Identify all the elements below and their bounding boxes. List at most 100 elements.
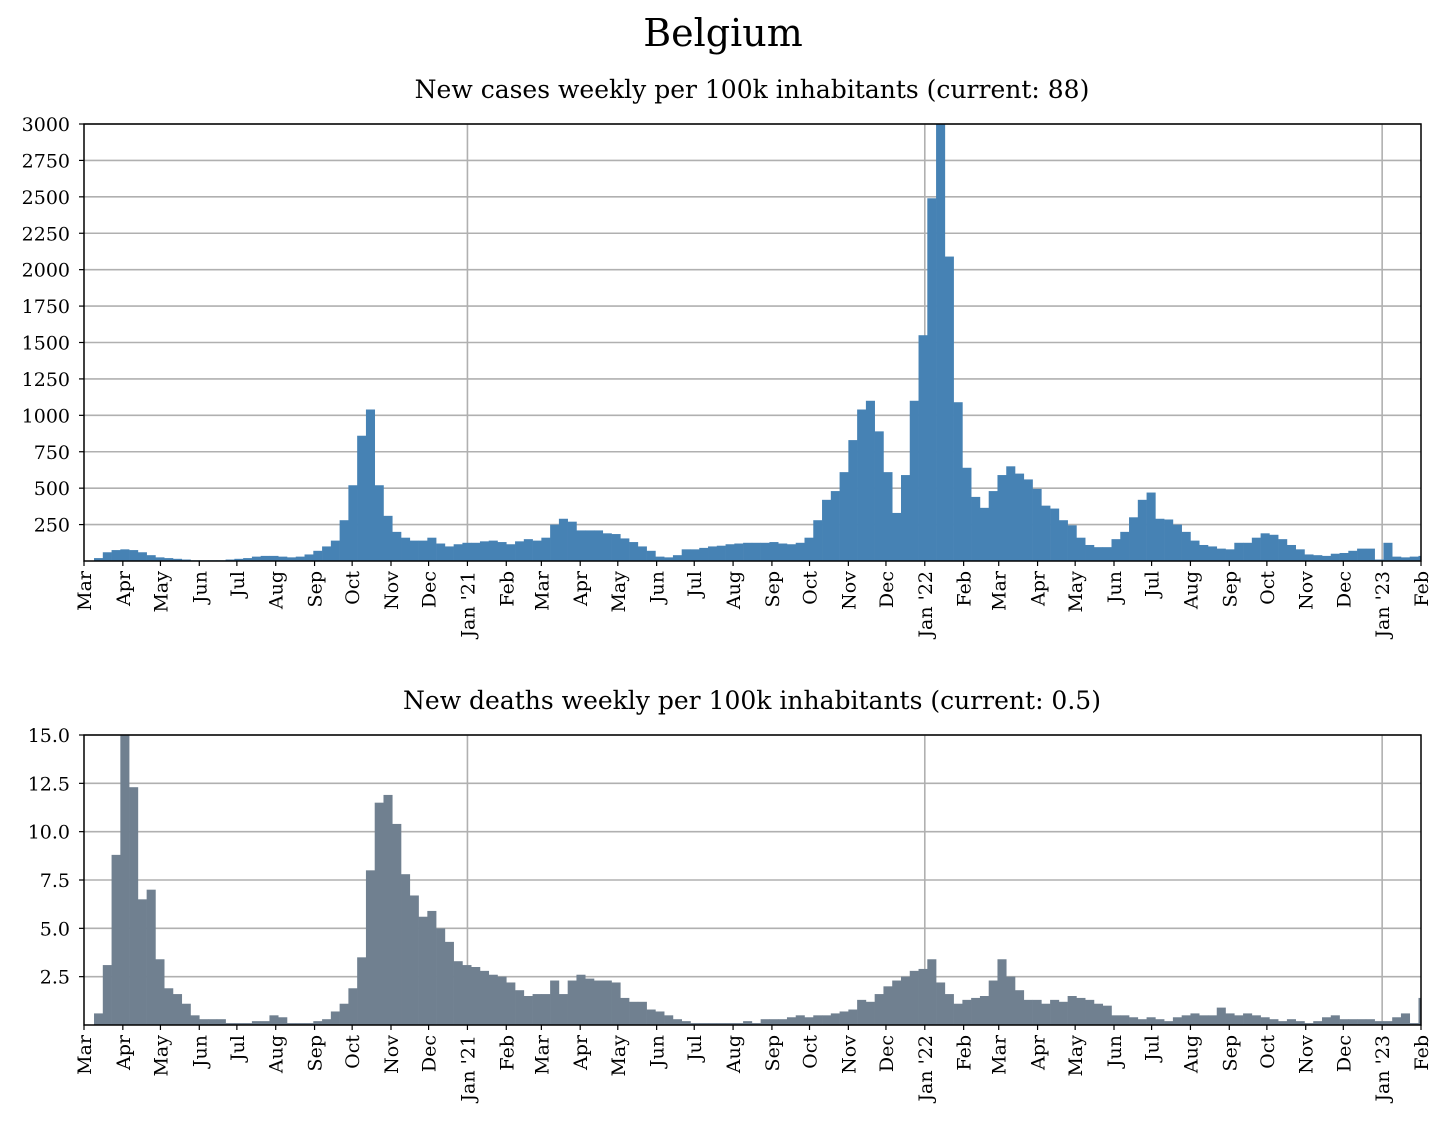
deaths-bar <box>629 1001 639 1025</box>
deaths-bar <box>927 959 937 1025</box>
deaths-bar <box>1032 999 1042 1025</box>
cases-bar <box>962 467 972 561</box>
deaths-x-tick-label: Oct <box>342 1035 364 1069</box>
cases-x-tick-label: Dec <box>419 571 441 608</box>
cases-bar <box>243 558 253 561</box>
deaths-bar <box>567 980 577 1025</box>
cases-bar <box>462 542 472 561</box>
deaths-bar <box>199 1019 209 1025</box>
deaths-bar <box>1137 1019 1147 1025</box>
cases-bar <box>1023 479 1033 561</box>
deaths-bar <box>523 996 533 1025</box>
cases-bar <box>541 537 551 561</box>
cases-y-tick-label: 2000 <box>22 260 70 282</box>
deaths-bar <box>716 1023 726 1025</box>
deaths-bar <box>1374 1021 1384 1025</box>
deaths-bar <box>646 1009 656 1025</box>
cases-x-tick-label: Jul <box>684 571 706 599</box>
cases-bar <box>418 540 428 561</box>
deaths-bar <box>418 916 428 1025</box>
deaths-bar <box>637 1001 647 1025</box>
cases-bar <box>1207 546 1218 561</box>
cases-bar <box>436 543 446 561</box>
cases-bar <box>760 542 770 561</box>
deaths-x-tick-label: May <box>608 1035 630 1077</box>
cases-x-tick-label: Oct <box>800 571 822 605</box>
cases-bar <box>883 472 893 561</box>
cases-bar <box>260 555 270 561</box>
deaths-bar <box>225 1023 235 1025</box>
deaths-bar <box>120 735 130 1025</box>
deaths-x-tick-label: Nov <box>838 1035 860 1074</box>
cases-x-tick-label: Apr <box>570 570 592 607</box>
cases-x-tick-label: Mar <box>989 570 1011 611</box>
cases-bar <box>365 409 376 561</box>
deaths-bar <box>462 965 472 1025</box>
deaths-x-tick-label: Apr <box>113 1034 135 1071</box>
cases-bar <box>1164 519 1174 561</box>
deaths-bar <box>348 988 358 1025</box>
deaths-bar <box>822 1015 832 1025</box>
cases-bar <box>357 435 367 561</box>
cases-bar <box>593 530 604 561</box>
cases-bar <box>269 555 279 561</box>
deaths-bar <box>918 968 928 1025</box>
cases-bar <box>918 335 928 561</box>
cases-chart-title: New cases weekly per 100k inhabitants (c… <box>415 75 1090 104</box>
cases-bar <box>1041 505 1051 561</box>
deaths-bar <box>330 1011 340 1025</box>
cases-bar <box>892 512 902 561</box>
cases-bar <box>690 549 700 561</box>
cases-bar <box>295 556 305 561</box>
deaths-bar <box>962 999 972 1025</box>
cases-x-tick-label: Jul <box>1142 571 1164 599</box>
cases-bar <box>1172 524 1182 561</box>
cases-bar <box>129 550 139 561</box>
deaths-bar <box>655 1011 665 1025</box>
deaths-x-tick-label: Feb <box>496 1035 518 1071</box>
deaths-x-tick-label: Jun <box>1104 1035 1126 1069</box>
deaths-bar <box>558 994 568 1025</box>
deaths-bar <box>515 990 525 1025</box>
cases-bar <box>1137 499 1147 561</box>
deaths-y-ticks: 2.5 5.0 7.5 10.0 12.5 15.0 <box>28 725 84 989</box>
cases-bar <box>971 496 981 561</box>
deaths-bar <box>322 1019 332 1025</box>
cases-bar <box>646 550 656 561</box>
figure-title: Belgium <box>643 11 803 55</box>
cases-bar <box>751 542 761 561</box>
deaths-y-tick-label: 15.0 <box>28 725 70 747</box>
cases-bar <box>558 518 568 561</box>
deaths-bar <box>936 982 946 1025</box>
deaths-x-ticks: Mar Apr May Jun Jul Aug Sep Oct Nov Dec Jan '21 Feb… <box>74 1025 1433 1104</box>
cases-bar <box>1357 548 1367 561</box>
cases-bar <box>120 549 130 561</box>
cases-bar <box>681 549 691 561</box>
cases-bar <box>164 558 174 561</box>
deaths-bar <box>997 959 1007 1025</box>
deaths-bar <box>313 1021 323 1025</box>
deaths-bar <box>216 1019 226 1025</box>
cases-bar <box>708 546 718 561</box>
cases-bar <box>743 542 753 561</box>
deaths-bar <box>892 980 902 1025</box>
cases-bar <box>1339 552 1349 561</box>
deaths-x-tick-label: Sep <box>1219 1035 1241 1071</box>
cases-x-tick-label: Sep <box>762 571 784 607</box>
cases-x-tick-label: Mar <box>74 570 96 611</box>
deaths-x-tick-label: Aug <box>723 1035 745 1074</box>
cases-x-tick-label: Oct <box>342 571 364 605</box>
cases-x-tick-label: Oct <box>1257 571 1279 605</box>
deaths-bar <box>339 1003 349 1025</box>
cases-bar <box>453 544 463 561</box>
deaths-bar <box>129 787 139 1025</box>
deaths-bar <box>401 874 411 1025</box>
deaths-bar <box>260 1021 270 1025</box>
cases-bar <box>1181 531 1191 561</box>
deaths-bar <box>137 899 147 1025</box>
cases-bar <box>804 537 814 561</box>
cases-bar <box>585 530 595 561</box>
deaths-x-tick-label: Mar <box>74 1034 96 1075</box>
deaths-bar <box>155 959 165 1025</box>
deaths-bar <box>839 1011 849 1025</box>
